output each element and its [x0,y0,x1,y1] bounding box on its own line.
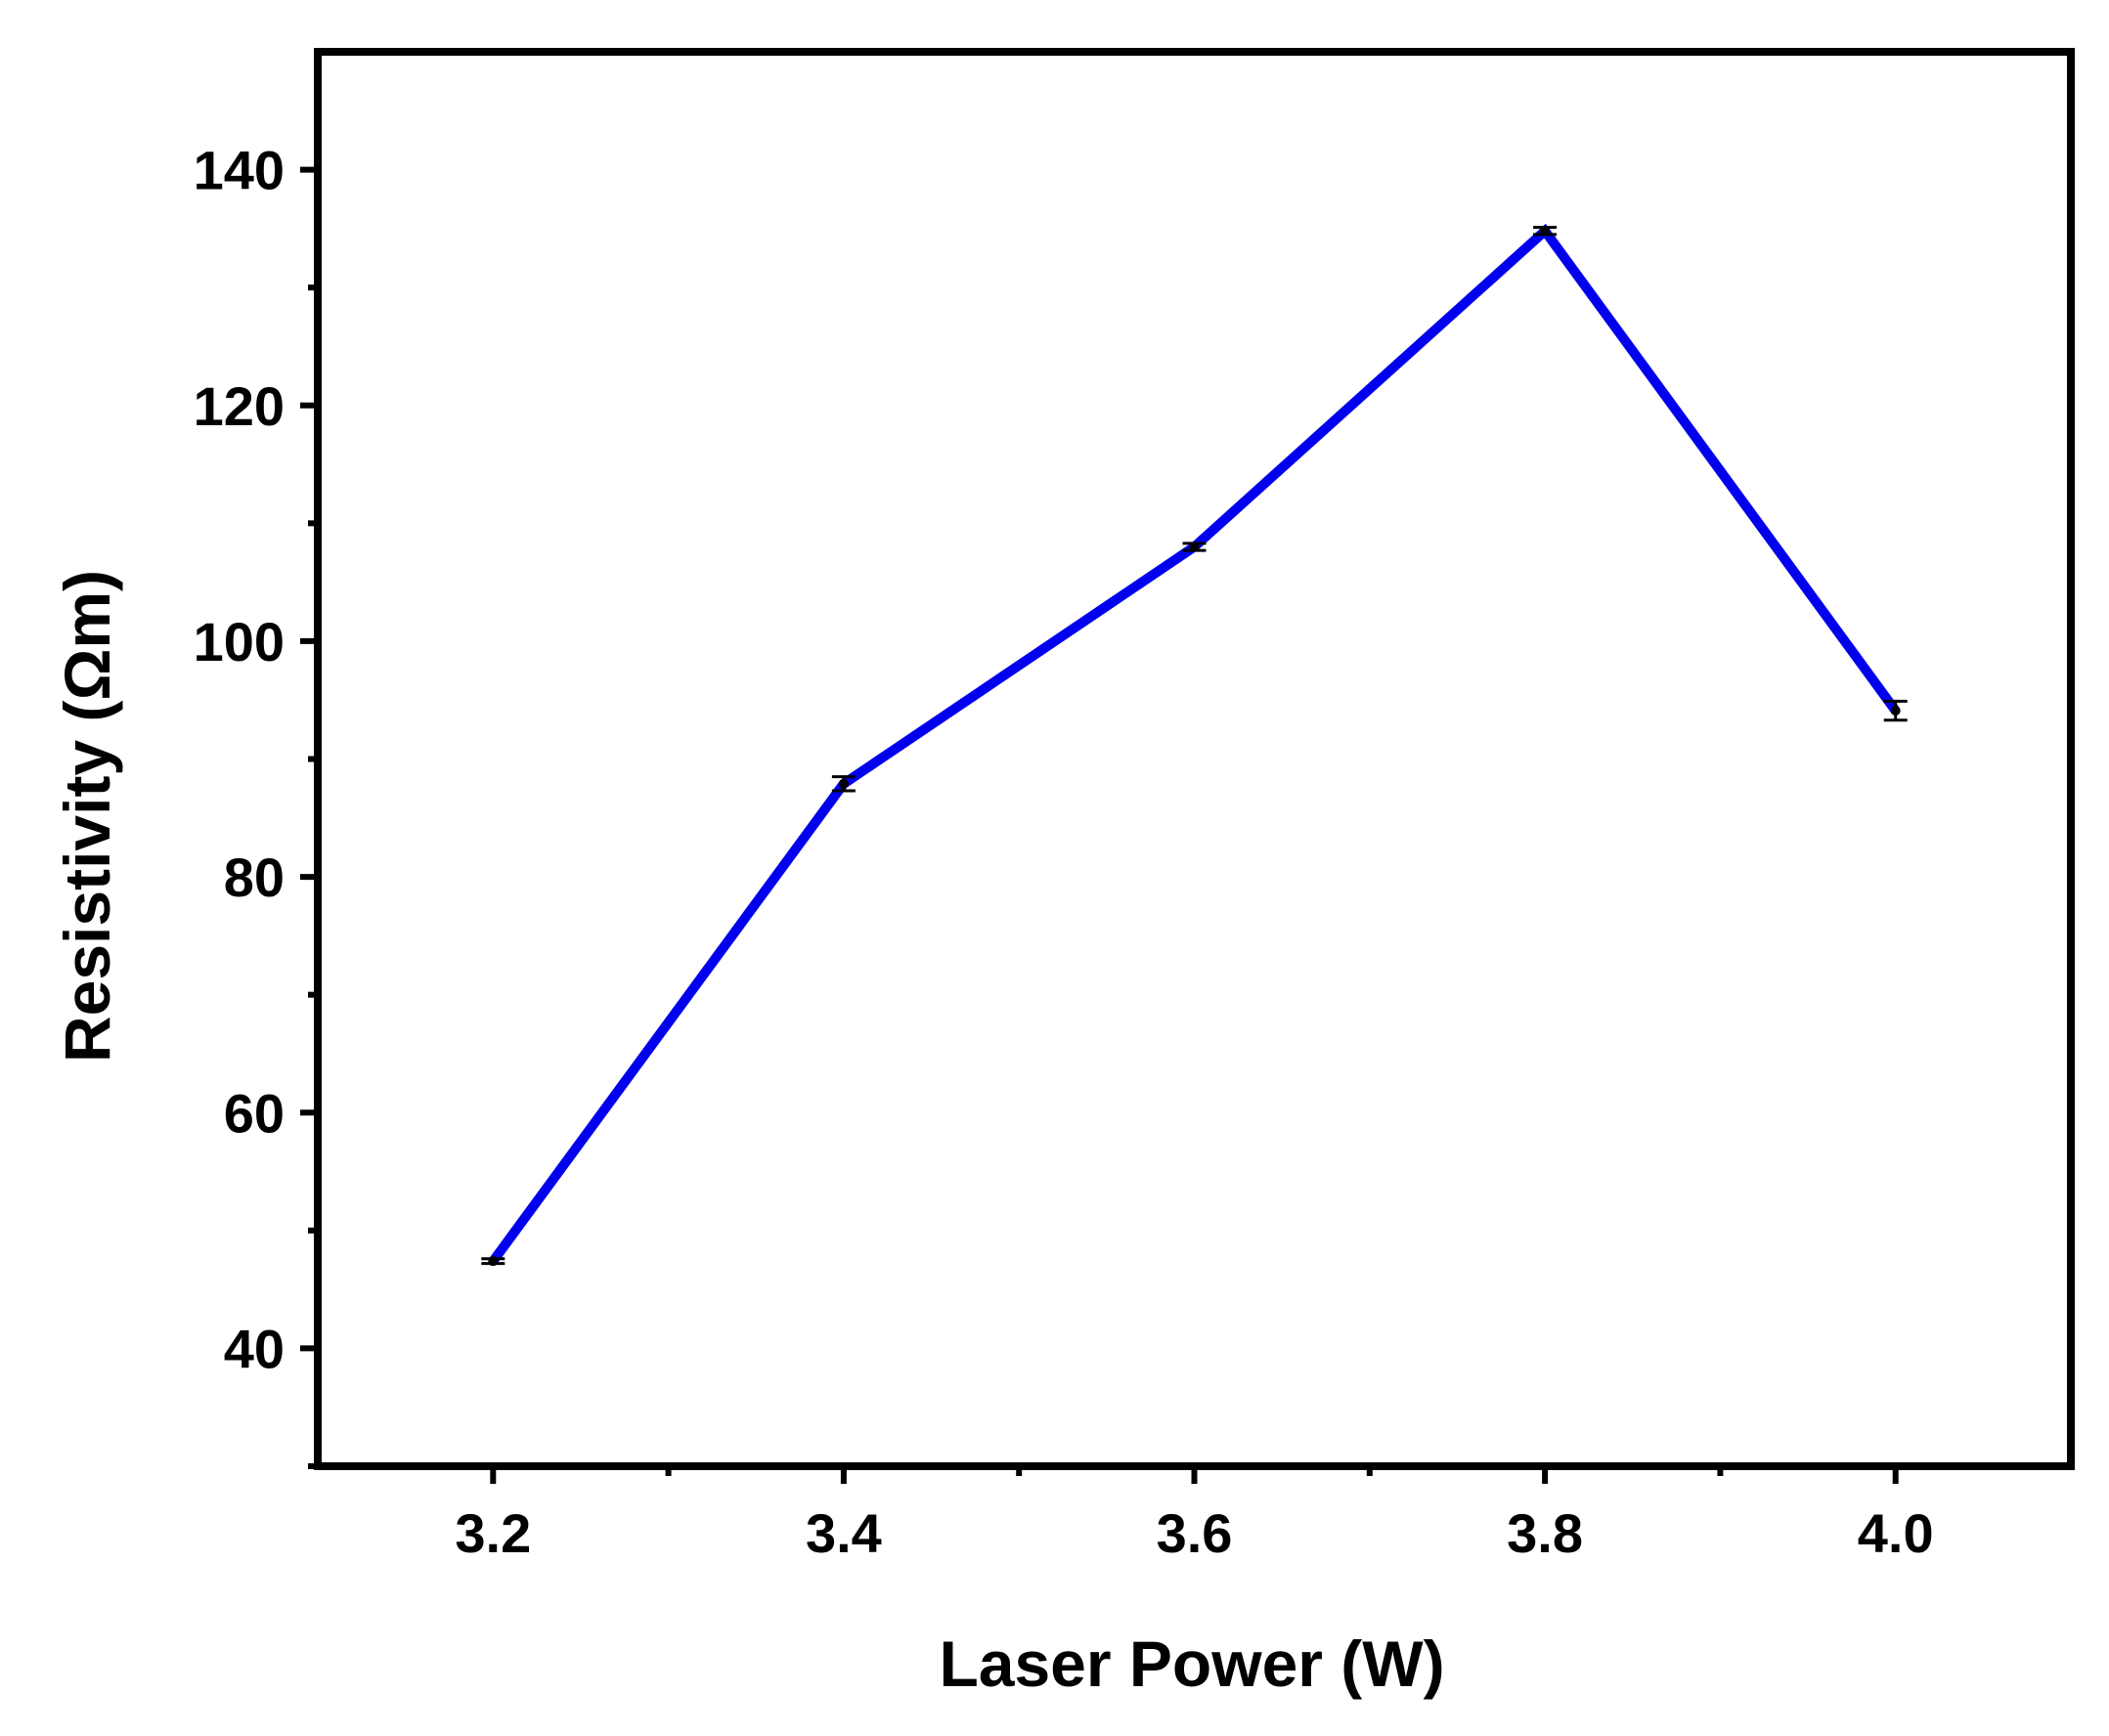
plot-frame [314,48,2075,1470]
x-tick-label: 3.6 [1157,1502,1233,1564]
series-layer [481,223,1908,1267]
data-point [838,778,849,789]
y-axis: 40 60 80 100 120 140 [194,140,318,1469]
data-point [1890,706,1901,716]
y-tick-label: 60 [224,1082,285,1144]
x-tick-label: 3.4 [806,1502,882,1564]
x-axis-label: Laser Power (W) [939,1628,1444,1700]
y-tick-label: 100 [194,611,285,673]
y-tick-label: 120 [194,375,285,437]
y-tick-label: 80 [224,846,285,908]
y-axis-label: Resistivity (Ωm) [51,570,123,1063]
data-point [1189,542,1200,552]
data-line [489,223,1900,1265]
y-tick-label: 140 [194,140,285,201]
data-point [488,1256,499,1267]
x-tick-label: 3.2 [455,1502,531,1564]
data-point [1540,226,1551,237]
x-tick-label: 4.0 [1858,1502,1934,1564]
x-tick-label: 3.8 [1507,1502,1583,1564]
plot-border [314,48,2075,1470]
x-axis: 3.2 3.4 3.6 3.8 4.0 [455,1466,1934,1564]
y-tick-label: 40 [224,1318,285,1379]
